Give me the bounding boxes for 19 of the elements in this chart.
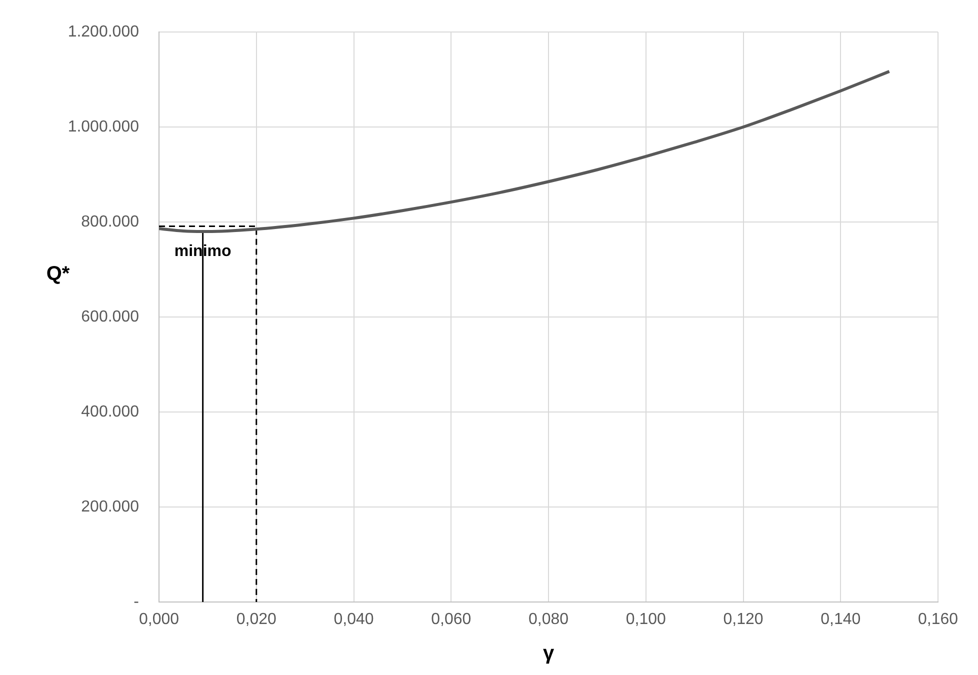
y-tick-label: - [134,593,139,610]
x-axis-title: γ [542,642,555,665]
x-tick-label: 0,060 [431,611,472,628]
x-tick-label: 0,100 [626,611,666,628]
x-tick-label: 0,140 [820,611,861,628]
x-tick-label: 0,160 [918,611,958,628]
y-tick-label: 600.000 [81,308,140,326]
y-tick-label: 400.000 [81,403,140,420]
x-tick-label: 0,040 [334,611,374,628]
y-axis-title: Q* [46,262,70,285]
x-tick-label: 0,000 [138,611,180,628]
y-tick-label: 1.000.000 [68,118,140,136]
x-tick-label: 0,020 [236,611,276,628]
y-tick-label: 800.000 [81,213,140,230]
x-tick-label: 0,120 [723,611,764,628]
line-series [159,70,891,233]
y-tick-label: 200.000 [81,498,140,516]
y-tick-label: 1.200.000 [68,23,140,40]
x-tick-label: 0,080 [528,611,569,628]
